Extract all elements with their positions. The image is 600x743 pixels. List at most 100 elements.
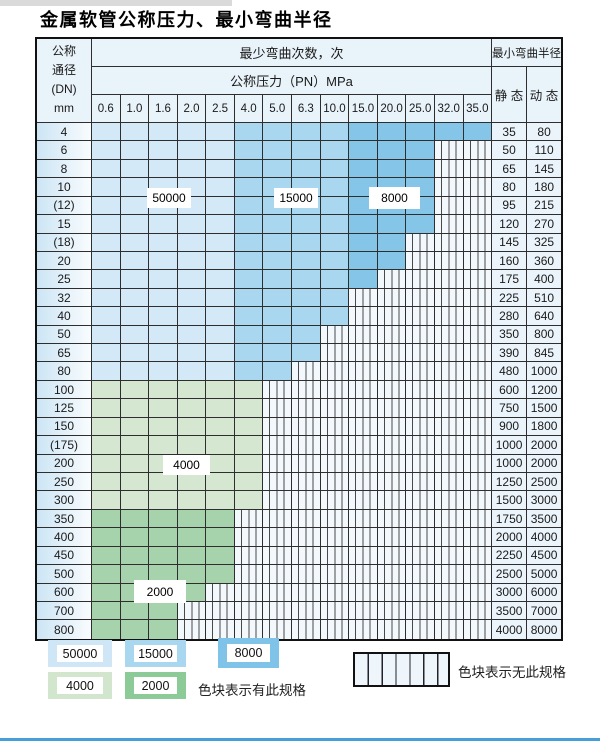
- cell-spec: [206, 159, 235, 179]
- cell-dn: 700: [37, 601, 92, 621]
- header-row-bottom: 公称压力（PN）MPa 0.6 1.0 1.6 2.0 2.5 4.0 5.0 6.3 10.0…: [92, 67, 561, 122]
- cell-dn: 400: [37, 528, 92, 547]
- cell-no-spec: [377, 454, 407, 474]
- cell-no-spec: [463, 215, 493, 234]
- cell-no-spec: [320, 380, 350, 400]
- table-row: 125 750 1500: [37, 399, 562, 418]
- cell-spec: [234, 454, 264, 474]
- cell-spec: [149, 270, 178, 289]
- cell-no-spec: [234, 620, 264, 639]
- cell-no-spec: [292, 528, 321, 547]
- cell-no-spec: [463, 251, 493, 271]
- cell-dynamic: 7000: [527, 601, 562, 621]
- cell-no-spec: [292, 399, 321, 418]
- cell-no-spec: [434, 196, 464, 216]
- cell-spec: [206, 362, 235, 381]
- cell-no-spec: [292, 454, 321, 474]
- cell-spec: [406, 159, 435, 179]
- cell-spec: [206, 491, 235, 510]
- cell-no-spec: [263, 601, 293, 621]
- cell-no-spec: [463, 454, 493, 474]
- cell-no-spec: [263, 380, 293, 400]
- cell-no-spec: [320, 583, 350, 602]
- cell-no-spec: [434, 491, 464, 510]
- legend-swatch-label: 4000: [56, 677, 104, 694]
- cell-spec: [349, 270, 378, 289]
- cell-dynamic: 1800: [527, 417, 562, 437]
- cell-no-spec: [434, 473, 464, 492]
- scan-artifact-strip: [0, 0, 232, 6]
- cell-no-spec: [320, 620, 350, 639]
- cell-no-spec: [349, 380, 378, 400]
- cell-dynamic: 5000: [527, 565, 562, 584]
- cell-spec: [206, 417, 235, 437]
- cell-dn: 125: [37, 399, 92, 418]
- cell-no-spec: [406, 251, 435, 271]
- cell-static: 225: [492, 288, 528, 308]
- cell-no-spec: [349, 509, 378, 529]
- cell-no-spec: [377, 620, 407, 639]
- cell-spec: [234, 380, 264, 400]
- cell-no-spec: [349, 491, 378, 510]
- table-row: 32 225 510: [37, 288, 562, 308]
- cell-no-spec: [406, 454, 435, 474]
- cell-static: 480: [492, 362, 528, 381]
- cell-static: 1250: [492, 473, 528, 492]
- cell-spec: [177, 325, 207, 345]
- cell-no-spec: [377, 270, 407, 289]
- cell-spec: [92, 509, 121, 529]
- cell-no-spec: [349, 399, 378, 418]
- cell-static: 80: [492, 178, 528, 197]
- cell-dynamic: 4000: [527, 528, 562, 547]
- cell-dn: (18): [37, 233, 92, 252]
- cell-dn: 40: [37, 307, 92, 326]
- cell-no-spec: [406, 601, 435, 621]
- cell-no-spec: [263, 565, 293, 584]
- cell-spec: [292, 270, 321, 289]
- cell-dn: 65: [37, 344, 92, 363]
- cell-spec: [206, 344, 235, 363]
- cell-dn: 10: [37, 178, 92, 197]
- cell-no-spec: [320, 601, 350, 621]
- pressure-header-cell: 0.6: [92, 95, 121, 122]
- cell-dynamic: 845: [527, 344, 562, 363]
- cell-spec: [206, 141, 235, 160]
- legend-swatch-label: 2000: [133, 677, 178, 694]
- cell-no-spec: [349, 362, 378, 381]
- cell-spec: [206, 509, 235, 529]
- cell-static: 3500: [492, 601, 528, 621]
- cell-spec: [149, 141, 178, 160]
- cell-no-spec: [463, 601, 493, 621]
- cell-no-spec: [434, 565, 464, 584]
- cell-dynamic: 510: [527, 288, 562, 308]
- table-row: 25 175 400: [37, 270, 562, 289]
- pressure-header-block: 公称压力（PN）MPa 0.6 1.0 1.6 2.0 2.5 4.0 5.0 6.3 10.0…: [92, 67, 492, 122]
- pressure-header-title: 公称压力（PN）MPa: [92, 67, 491, 95]
- cell-dn: 150: [37, 417, 92, 437]
- cell-dn: 350: [37, 509, 92, 529]
- cell-dn: 15: [37, 215, 92, 234]
- cell-no-spec: [463, 583, 493, 602]
- cell-no-spec: [406, 344, 435, 363]
- cell-static: 120: [492, 215, 528, 234]
- pressure-header-cell: 2.5: [206, 95, 235, 122]
- cell-spec: [149, 380, 178, 400]
- cell-no-spec: [320, 491, 350, 510]
- pressure-header-cell: 32.0: [435, 95, 464, 122]
- cell-spec: [92, 362, 121, 381]
- cell-no-spec: [349, 528, 378, 547]
- cell-spec: [177, 565, 207, 584]
- corner-header-dn: 公称 通径 (DN) mm: [37, 39, 92, 122]
- cell-no-spec: [320, 362, 350, 381]
- cell-no-spec: [434, 141, 464, 160]
- cell-spec: [149, 491, 178, 510]
- cell-spec: [177, 159, 207, 179]
- cell-spec: [292, 159, 321, 179]
- cell-no-spec: [434, 601, 464, 621]
- cell-spec: [177, 270, 207, 289]
- cell-spec: [120, 417, 150, 437]
- cell-no-spec: [377, 491, 407, 510]
- cell-spec: [92, 546, 121, 566]
- table-row: 700 3500 7000: [37, 601, 562, 621]
- cell-spec: [292, 307, 321, 326]
